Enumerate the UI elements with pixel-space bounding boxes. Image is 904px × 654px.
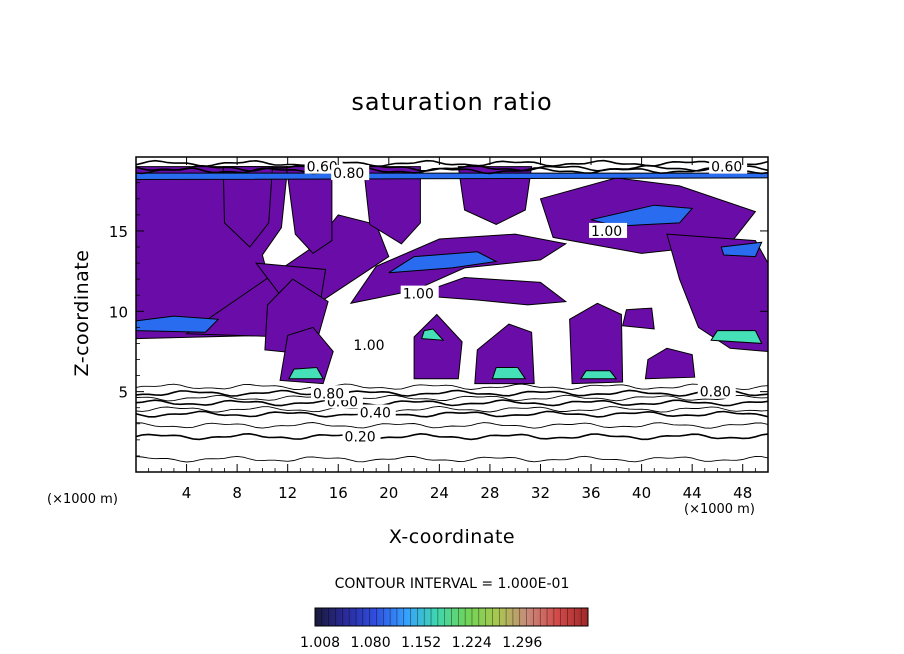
- x-unit-label: (×1000 m): [684, 502, 755, 517]
- plot-area: 0.200.400.600.80 0.801.001.001.000.600.60…: [136, 158, 768, 463]
- x-tick-label: 4: [182, 484, 192, 502]
- colorbar-tick-labels: 1.008 1.080 1.152 1.224 1.296: [300, 635, 548, 651]
- contour-interval-text: CONTOUR INTERVAL = 1.000E-01: [334, 576, 570, 592]
- contour-label-bg: [709, 158, 748, 174]
- supersaturated-region: [710, 330, 763, 344]
- y-tick-label: 5: [118, 384, 128, 402]
- contour-line: [136, 164, 768, 172]
- contour-line: [136, 455, 768, 463]
- supersaturated-region: [579, 370, 618, 380]
- supersaturated-region: [720, 241, 763, 258]
- x-tick-label: 40: [632, 484, 651, 502]
- x-tick-label: 8: [232, 484, 242, 502]
- contour-label-bg: [357, 404, 396, 420]
- x-tick-label: 48: [733, 484, 752, 502]
- supersaturated-region: [285, 166, 333, 255]
- supersaturated-region: [413, 276, 568, 306]
- contour-line: [136, 399, 768, 407]
- contour-line: [136, 166, 768, 175]
- contour-label-bg: [331, 165, 370, 181]
- x-axis-label: X-coordinate: [388, 526, 516, 548]
- y-axis-label: Z-coordinate: [71, 249, 93, 377]
- contour-label-bg: [342, 428, 381, 444]
- contour-label-bg: [400, 285, 439, 301]
- x-tick-label: 32: [531, 484, 550, 502]
- supersaturated-region: [474, 323, 535, 385]
- colorbar-tick: 1.224: [451, 635, 492, 651]
- contour-line: [136, 394, 768, 402]
- supersaturated-region: [491, 367, 527, 380]
- contour-label-bg: [310, 385, 349, 401]
- supersaturated-region: [413, 313, 463, 380]
- contour-label: 1.00: [353, 338, 384, 354]
- contour-line: [136, 405, 768, 413]
- supersaturated-region: [362, 166, 421, 245]
- colorbar-tick: 1.296: [502, 635, 543, 651]
- colorbar-tick: 1.080: [350, 635, 391, 651]
- contour-label: 0.80: [333, 166, 364, 182]
- supersaturated-region: [644, 347, 696, 380]
- supersaturated-region: [457, 166, 533, 226]
- contour-label: 1.00: [591, 224, 622, 240]
- supersaturated-region: [388, 251, 498, 274]
- y-unit-label: (×1000 m): [47, 492, 118, 507]
- supersaturated-region: [136, 315, 220, 333]
- contour-label-bg: [589, 222, 628, 238]
- contour-label: 0.40: [360, 406, 391, 422]
- y-tick-label: 10: [109, 303, 128, 321]
- x-tick-label: 28: [480, 484, 499, 502]
- x-tick-label: 12: [278, 484, 297, 502]
- contour-line: [136, 159, 768, 168]
- supersaturated-region: [569, 302, 624, 385]
- contour-label: 1.00: [403, 287, 434, 303]
- contour-label-bg: [697, 383, 736, 399]
- supersaturated-region: [288, 366, 324, 380]
- contour-line: [136, 422, 768, 429]
- x-tick-label: 24: [430, 484, 449, 502]
- supersaturated-region: [621, 307, 655, 330]
- contour-label: 0.60: [307, 160, 338, 176]
- contour-label: 0.80: [700, 385, 731, 401]
- colorbar-tick: 1.152: [401, 635, 442, 651]
- contour-label: 0.60: [711, 160, 742, 176]
- contour-label-bg: [351, 337, 390, 353]
- contour-label: 0.80: [313, 386, 344, 402]
- x-tick-label: 36: [581, 484, 600, 502]
- contour-label: 0.20: [345, 430, 376, 446]
- contour-line: [136, 389, 768, 397]
- x-tick-label: 44: [683, 484, 702, 502]
- x-tick-label: 20: [379, 484, 398, 502]
- supersaturated-region: [222, 166, 274, 248]
- contour-line: [136, 383, 768, 391]
- contour-line: [136, 410, 768, 418]
- x-tick-label: 16: [329, 484, 348, 502]
- y-tick-label: 15: [109, 223, 128, 241]
- colorbar-tick: 1.008: [300, 635, 341, 651]
- supersaturated-region: [421, 328, 445, 341]
- supersaturated-region: [136, 172, 768, 181]
- contour-line: [136, 432, 768, 441]
- chart-title: saturation ratio: [351, 88, 553, 116]
